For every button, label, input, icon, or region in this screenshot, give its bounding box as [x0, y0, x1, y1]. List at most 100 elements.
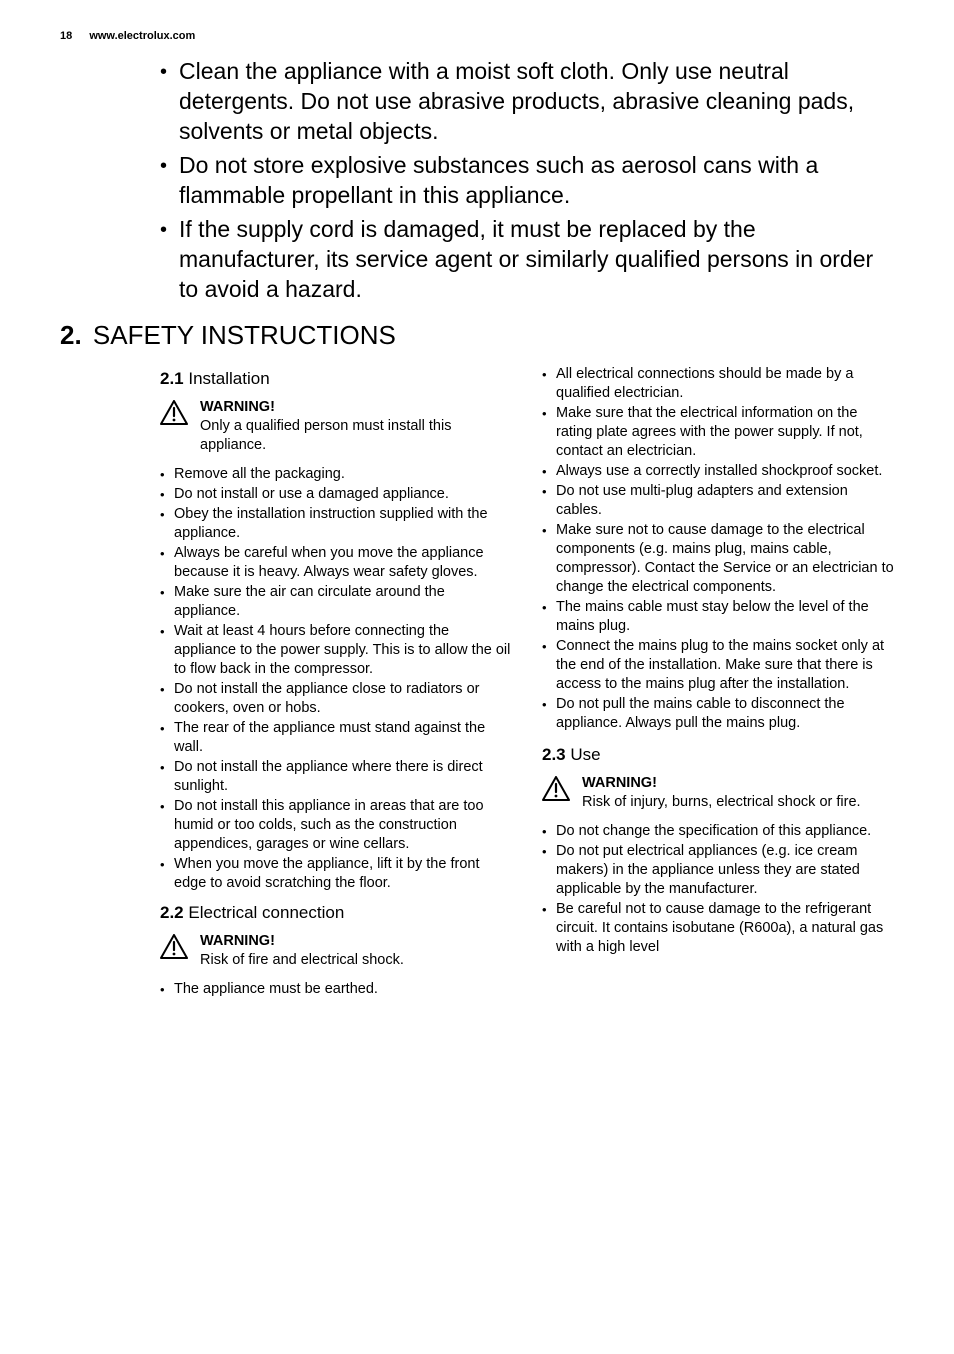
list-text: Do not install or use a damaged applianc… — [174, 485, 512, 504]
top-bullet-item: • If the supply cord is damaged, it must… — [160, 214, 894, 304]
list-item: •Do not pull the mains cable to disconne… — [542, 695, 894, 733]
subsection-name: Use — [570, 745, 600, 764]
list-item: •Be careful not to cause damage to the r… — [542, 900, 894, 957]
bullet-dot-icon: • — [160, 485, 174, 504]
site-url: www.electrolux.com — [89, 30, 195, 42]
list-item: •Always use a correctly installed shockp… — [542, 462, 894, 481]
bullet-dot-icon: • — [542, 521, 556, 597]
section-number: 2. — [60, 320, 82, 350]
warning-icon — [160, 400, 188, 455]
subsection-title: 2.1 Installation — [160, 369, 512, 388]
bullet-dot-icon: • — [160, 622, 174, 679]
list-item: •Do not install or use a damaged applian… — [160, 485, 512, 504]
bullet-dot-icon: • — [160, 152, 167, 210]
list-text: Do not install the appliance close to ra… — [174, 680, 512, 718]
warning-block: WARNING! Risk of fire and electrical sho… — [160, 932, 512, 970]
list-text: Be careful not to cause damage to the re… — [556, 900, 894, 957]
list-text: When you move the appliance, lift it by … — [174, 855, 512, 893]
subsection-title: 2.3 Use — [542, 745, 894, 764]
list-text: The appliance must be earthed. — [174, 980, 512, 999]
list-item: •Make sure that the electrical informati… — [542, 404, 894, 461]
top-bullet-item: • Do not store explosive substances such… — [160, 150, 894, 210]
warning-label: WARNING! — [582, 774, 861, 793]
list-item: •Do not put electrical appliances (e.g. … — [542, 842, 894, 899]
bullet-dot-icon: • — [160, 216, 167, 304]
bullet-dot-icon: • — [160, 758, 174, 796]
list-text: Always use a correctly installed shockpr… — [556, 462, 894, 481]
bullet-dot-icon: • — [160, 719, 174, 757]
bullet-list: •All electrical connections should be ma… — [542, 365, 894, 733]
bullet-dot-icon: • — [542, 637, 556, 694]
bullet-dot-icon: • — [160, 797, 174, 854]
bullet-dot-icon: • — [160, 58, 167, 146]
subsection-number: 2.1 — [160, 369, 184, 388]
list-text: The rear of the appliance must stand aga… — [174, 719, 512, 757]
warning-text: WARNING! Risk of injury, burns, electric… — [582, 774, 861, 812]
page-header: 18 www.electrolux.com — [60, 30, 894, 42]
bullet-dot-icon: • — [160, 465, 174, 484]
warning-body: Risk of injury, burns, electrical shock … — [582, 793, 861, 812]
list-item: •Wait at least 4 hours before connecting… — [160, 622, 512, 679]
bullet-dot-icon: • — [542, 598, 556, 636]
list-item: •When you move the appliance, lift it by… — [160, 855, 512, 893]
warning-icon — [542, 776, 570, 812]
bullet-list: •Remove all the packaging. •Do not insta… — [160, 465, 512, 893]
list-text: The mains cable must stay below the leve… — [556, 598, 894, 636]
list-item: •The rear of the appliance must stand ag… — [160, 719, 512, 757]
list-item: •Do not install this appliance in areas … — [160, 797, 512, 854]
list-text: Do not install this appliance in areas t… — [174, 797, 512, 854]
bullet-dot-icon: • — [160, 980, 174, 999]
list-item: •Connect the mains plug to the mains soc… — [542, 637, 894, 694]
warning-body: Only a qualified person must install thi… — [200, 417, 512, 455]
top-bullet-text: Clean the appliance with a moist soft cl… — [179, 56, 894, 146]
list-text: Do not use multi-plug adapters and exten… — [556, 482, 894, 520]
section-name: SAFETY INSTRUCTIONS — [93, 320, 396, 350]
top-bullets: • Clean the appliance with a moist soft … — [160, 56, 894, 304]
warning-block: WARNING! Risk of injury, burns, electric… — [542, 774, 894, 812]
warning-text: WARNING! Risk of fire and electrical sho… — [200, 932, 404, 970]
list-text: Do not put electrical appliances (e.g. i… — [556, 842, 894, 899]
subsection-name: Installation — [188, 369, 269, 388]
top-bullet-text: If the supply cord is damaged, it must b… — [179, 214, 894, 304]
subsection-title: 2.2 Electrical connection — [160, 903, 512, 922]
bullet-dot-icon: • — [542, 900, 556, 957]
page-container: 18 www.electrolux.com • Clean the applia… — [0, 0, 954, 1354]
bullet-dot-icon: • — [160, 855, 174, 893]
content-columns: 2.1 Installation WARNING! Only a qualifi… — [160, 365, 894, 1009]
warning-icon — [160, 934, 188, 970]
list-text: Make sure that the electrical informatio… — [556, 404, 894, 461]
page-number: 18 — [60, 30, 72, 42]
warning-label: WARNING! — [200, 932, 404, 951]
bullet-dot-icon: • — [160, 544, 174, 582]
right-column: •All electrical connections should be ma… — [542, 365, 894, 1009]
subsection-number: 2.3 — [542, 745, 566, 764]
list-text: Do not change the specification of this … — [556, 822, 894, 841]
left-column: 2.1 Installation WARNING! Only a qualifi… — [160, 365, 512, 1009]
warning-block: WARNING! Only a qualified person must in… — [160, 398, 512, 455]
bullet-list: •The appliance must be earthed. — [160, 980, 512, 999]
bullet-dot-icon: • — [542, 695, 556, 733]
list-text: Always be careful when you move the appl… — [174, 544, 512, 582]
list-text: Make sure not to cause damage to the ele… — [556, 521, 894, 597]
list-text: All electrical connections should be mad… — [556, 365, 894, 403]
warning-label: WARNING! — [200, 398, 512, 417]
top-bullet-text: Do not store explosive substances such a… — [179, 150, 894, 210]
bullet-list: •Do not change the specification of this… — [542, 822, 894, 957]
list-item: •Always be careful when you move the app… — [160, 544, 512, 582]
list-text: Wait at least 4 hours before connecting … — [174, 622, 512, 679]
list-item: •Remove all the packaging. — [160, 465, 512, 484]
list-text: Obey the installation instruction suppli… — [174, 505, 512, 543]
list-text: Do not pull the mains cable to disconnec… — [556, 695, 894, 733]
bullet-dot-icon: • — [160, 680, 174, 718]
subsection-name: Electrical connection — [188, 903, 344, 922]
bullet-dot-icon: • — [542, 365, 556, 403]
bullet-dot-icon: • — [160, 583, 174, 621]
list-item: •The mains cable must stay below the lev… — [542, 598, 894, 636]
list-text: Connect the mains plug to the mains sock… — [556, 637, 894, 694]
list-text: Do not install the appliance where there… — [174, 758, 512, 796]
list-item: •Obey the installation instruction suppl… — [160, 505, 512, 543]
bullet-dot-icon: • — [542, 822, 556, 841]
list-item: •Make sure not to cause damage to the el… — [542, 521, 894, 597]
top-bullet-item: • Clean the appliance with a moist soft … — [160, 56, 894, 146]
list-item: •All electrical connections should be ma… — [542, 365, 894, 403]
